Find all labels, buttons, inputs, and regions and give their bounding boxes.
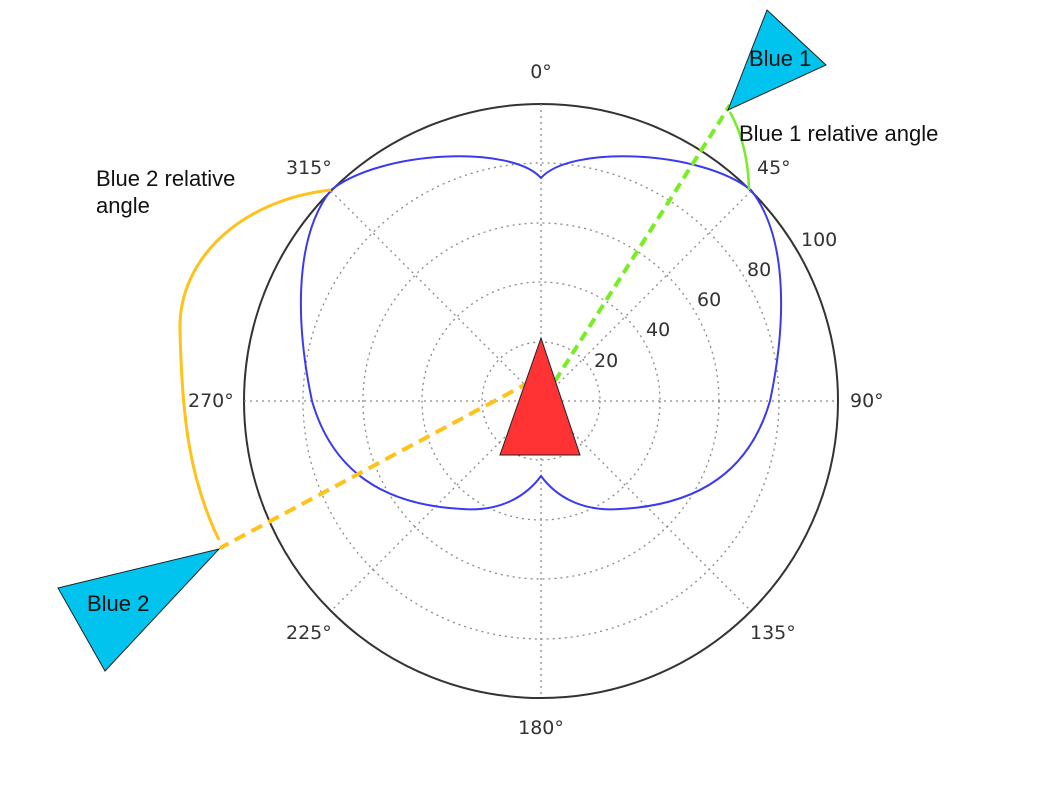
- blue1-relative-angle-arc: [728, 111, 751, 191]
- angle-label-0: 0°: [530, 61, 552, 83]
- angle-label-90: 90°: [850, 390, 884, 412]
- radial-label-40: 40: [646, 319, 670, 341]
- angle-label-315: 315°: [286, 157, 332, 179]
- angle-label-270: 270°: [188, 390, 234, 412]
- angle-label-135: 135°: [750, 622, 796, 644]
- blue2-relative-angle-arc: [178, 188, 332, 541]
- blue1-label: Blue 1: [749, 46, 811, 71]
- angle-label-225: 225°: [286, 622, 332, 644]
- radial-label-80: 80: [747, 259, 771, 281]
- blue2-relative-angle-label-line2: angle: [96, 193, 150, 218]
- blue2-label: Blue 2: [87, 591, 149, 616]
- blue1-ship: [727, 9, 827, 111]
- blue2-ship: [57, 548, 221, 672]
- blue1-relative-angle-label: Blue 1 relative angle: [739, 121, 938, 146]
- angle-label-180: 180°: [518, 717, 564, 739]
- center-ship: [499, 336, 581, 456]
- radial-label-100: 100: [801, 229, 837, 251]
- angle-labels: 0° 45° 90° 135° 180° 225° 270° 315°: [188, 61, 884, 739]
- radial-labels: 20 40 60 80 100: [594, 229, 837, 372]
- blue1-bearing-line: [553, 103, 732, 383]
- radial-label-60: 60: [697, 289, 721, 311]
- angle-label-45: 45°: [757, 157, 791, 179]
- blue2-relative-angle-label-line1: Blue 2 relative: [96, 166, 235, 191]
- blue2-bearing-line: [219, 380, 531, 550]
- detection-curve: [299, 155, 783, 511]
- radial-label-20: 20: [594, 350, 618, 372]
